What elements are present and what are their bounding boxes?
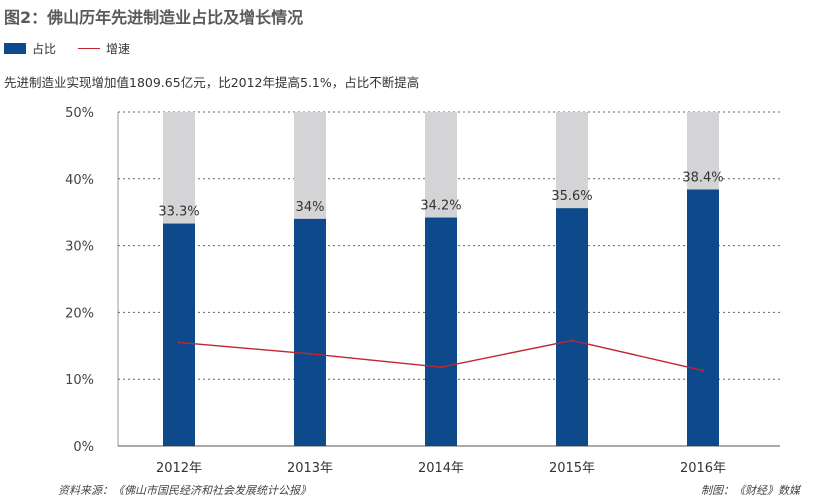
- y-tick-label: 0%: [73, 440, 94, 455]
- y-tick-label: 20%: [65, 306, 94, 321]
- x-tick-label: 2014年: [418, 461, 464, 476]
- y-tick-label: 50%: [65, 106, 94, 121]
- chart-title: 图2：佛山历年先进制造业占比及增长情况: [4, 8, 304, 27]
- growth-point: [439, 365, 443, 369]
- source-note: 资料来源：《佛山市国民经济和社会发展统计公报》: [58, 484, 311, 497]
- growth-point: [570, 339, 574, 342]
- bar-data-label: 34.2%: [420, 199, 461, 214]
- y-tick-label: 10%: [65, 373, 94, 388]
- growth-point: [701, 369, 705, 372]
- legend-growth-swatch: [78, 47, 101, 49]
- share-bar: [294, 218, 326, 446]
- maker-note: 制图：《财经》数媒: [701, 484, 800, 497]
- chart-subtitle: 先进制造业实现增加值1809.65亿元，比2012年提高5.1%，占比不断提高: [4, 75, 420, 90]
- share-bar: [163, 223, 195, 446]
- x-tick-label: 2015年: [549, 461, 595, 476]
- legend-share-label: 占比: [32, 41, 57, 56]
- bar-data-label: 33.3%: [158, 205, 199, 220]
- legend-share-swatch: [4, 42, 26, 54]
- y-tick-label: 40%: [65, 173, 94, 188]
- bar-data-label: 38.4%: [682, 170, 723, 185]
- share-bar: [425, 217, 457, 446]
- y-tick-label: 30%: [65, 240, 94, 255]
- legend: 占比 增速: [4, 40, 130, 56]
- growth-point: [177, 341, 181, 344]
- growth-point: [308, 352, 312, 356]
- x-tick-label: 2016年: [680, 461, 726, 476]
- x-tick-label: 2012年: [156, 461, 202, 476]
- share-bar: [556, 208, 588, 446]
- bar-data-label: 35.6%: [551, 189, 592, 204]
- bar-data-label: 34%: [296, 200, 325, 215]
- x-tick-label: 2013年: [287, 461, 333, 476]
- legend-growth-label: 增速: [106, 41, 131, 56]
- share-bar: [687, 189, 719, 446]
